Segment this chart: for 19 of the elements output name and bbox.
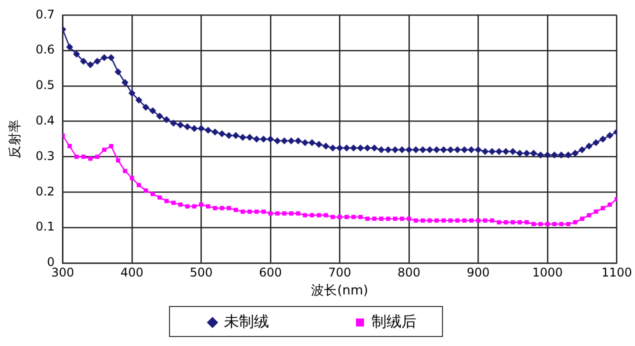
y-axis-title: 反射率 [7,120,24,159]
x-tick-label: 1100 [601,265,632,280]
y-tick-label: 0.1 [36,220,55,234]
x-tick-label: 700 [328,265,352,280]
y-tick-label: 0.6 [36,42,55,57]
legend-label: 未制绒 [224,312,344,330]
x-tick-label: 800 [398,265,420,280]
x-tick-label: 900 [466,265,490,280]
x-axis-title: 波长(nm) [311,284,368,299]
x-tick-label: 500 [190,265,213,280]
x-tick-label: 400 [120,265,144,280]
x-tick-label: 1000 [532,265,563,280]
y-tick-label: 0.7 [36,7,55,22]
legend-label: 制绒后 [372,312,416,330]
y-tick-label: 0.4 [36,114,55,128]
y-tick-label: 0.3 [36,148,55,163]
x-tick-label: 600 [259,265,282,280]
y-tick-label: 0.5 [36,78,55,92]
y-tick-label: 0.2 [36,184,55,198]
